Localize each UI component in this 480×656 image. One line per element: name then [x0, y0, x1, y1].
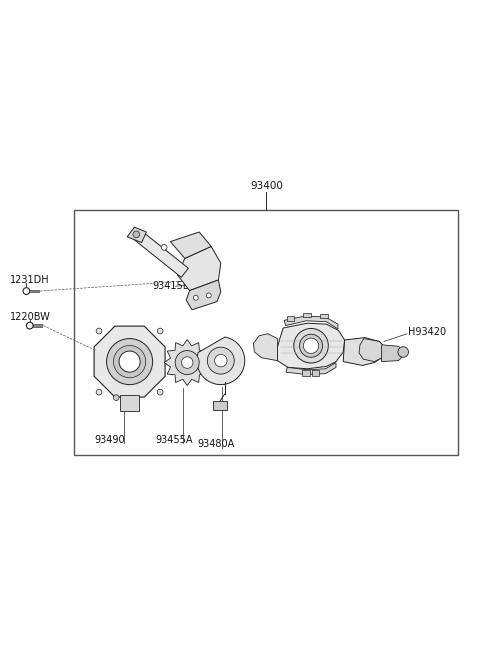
- Polygon shape: [94, 326, 165, 397]
- Polygon shape: [213, 401, 227, 410]
- Text: 1231DH: 1231DH: [10, 275, 49, 285]
- Circle shape: [181, 357, 193, 368]
- Ellipse shape: [398, 347, 408, 358]
- Circle shape: [23, 288, 30, 295]
- Circle shape: [161, 245, 167, 250]
- Ellipse shape: [107, 338, 153, 384]
- Polygon shape: [343, 338, 384, 365]
- Text: 93455A: 93455A: [156, 435, 193, 445]
- Circle shape: [175, 350, 199, 375]
- Circle shape: [96, 328, 102, 334]
- Circle shape: [133, 231, 140, 237]
- Circle shape: [113, 395, 119, 400]
- Polygon shape: [120, 395, 139, 411]
- Polygon shape: [133, 230, 188, 277]
- Circle shape: [207, 347, 234, 374]
- Text: 93490: 93490: [94, 435, 125, 445]
- Polygon shape: [286, 363, 336, 375]
- Circle shape: [119, 351, 140, 372]
- Bar: [33, 324, 42, 327]
- Text: 93480A: 93480A: [197, 440, 235, 449]
- Circle shape: [157, 328, 163, 334]
- Circle shape: [206, 293, 211, 298]
- Ellipse shape: [294, 329, 328, 363]
- Circle shape: [303, 338, 319, 354]
- Polygon shape: [127, 227, 146, 243]
- Ellipse shape: [113, 346, 146, 378]
- Bar: [320, 314, 328, 318]
- Bar: [303, 313, 311, 318]
- Bar: [287, 316, 294, 321]
- Ellipse shape: [300, 335, 323, 358]
- Circle shape: [193, 295, 198, 300]
- Polygon shape: [253, 334, 277, 361]
- Polygon shape: [197, 337, 245, 384]
- Text: 1220BW: 1220BW: [10, 312, 50, 323]
- Text: 93415D: 93415D: [153, 281, 191, 291]
- Bar: [302, 370, 310, 376]
- Text: H93420: H93420: [408, 327, 446, 337]
- Polygon shape: [284, 316, 338, 329]
- Circle shape: [157, 389, 163, 395]
- Polygon shape: [382, 345, 403, 361]
- Polygon shape: [164, 340, 210, 386]
- Circle shape: [96, 389, 102, 395]
- Polygon shape: [186, 280, 221, 310]
- Bar: [74, 211, 458, 455]
- Text: 93400: 93400: [250, 181, 283, 191]
- Polygon shape: [170, 232, 211, 258]
- Circle shape: [26, 322, 33, 329]
- Polygon shape: [359, 338, 385, 361]
- Bar: [312, 370, 319, 376]
- Circle shape: [215, 354, 227, 367]
- Polygon shape: [178, 247, 221, 291]
- Bar: [29, 289, 39, 293]
- Polygon shape: [277, 323, 345, 369]
